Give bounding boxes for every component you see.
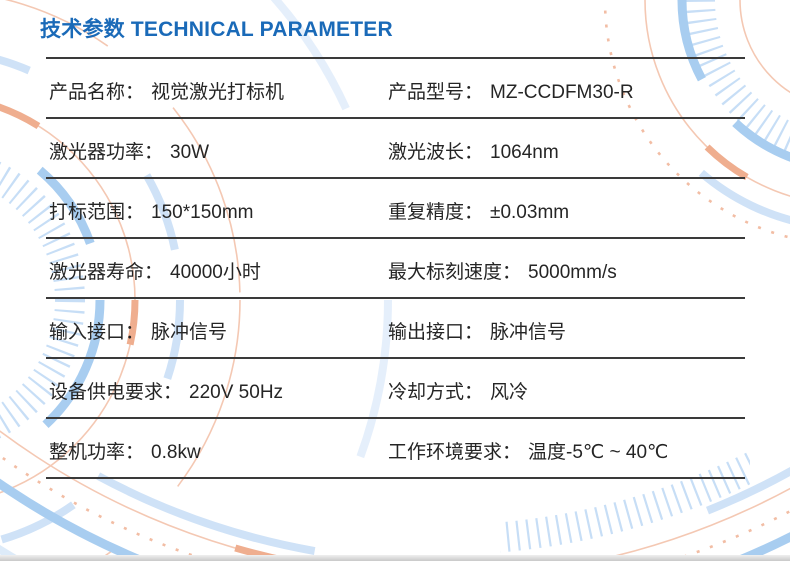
table-row: 产品名称： 视觉激光打标机 产品型号： MZ-CCDFM30-R <box>46 59 745 119</box>
spec-colon: ： <box>144 261 164 283</box>
spec-value: ±0.03mm <box>490 201 570 223</box>
spec-value: 视觉激光打标机 <box>151 81 285 103</box>
spec-value: 40000小时 <box>170 261 261 283</box>
spec-label: 输入接口 <box>49 321 126 343</box>
spec-colon: ： <box>125 201 145 223</box>
spec-colon: ： <box>502 261 522 283</box>
spec-cell-right: 最大标刻速度： 5000mm/s <box>388 257 745 284</box>
spec-label: 打标范围 <box>49 201 126 223</box>
spec-value: 220V 50Hz <box>189 381 284 403</box>
spec-label: 输出接口 <box>388 321 465 343</box>
section-title: 技术参数 TECHNICAL PARAMETER <box>40 18 393 41</box>
spec-label: 工作环境要求 <box>388 441 503 463</box>
spec-label: 最大标刻速度 <box>388 261 503 283</box>
spec-colon: ： <box>125 441 145 463</box>
spec-value: 0.8kw <box>151 441 201 463</box>
spec-cell-left: 打标范围： 150*150mm <box>46 197 388 224</box>
spec-colon: ： <box>144 141 164 163</box>
spec-label: 激光波长 <box>388 141 465 163</box>
spec-cell-right: 激光波长： 1064nm <box>388 137 745 164</box>
spec-colon: ： <box>464 141 484 163</box>
table-row: 输入接口： 脉冲信号 输出接口： 脉冲信号 <box>46 299 745 359</box>
spec-value: 150*150mm <box>151 201 254 223</box>
spec-value: 30W <box>170 141 210 163</box>
spec-colon: ： <box>464 81 484 103</box>
spec-value: 1064nm <box>490 141 559 163</box>
spec-label: 产品名称 <box>49 81 126 103</box>
spec-cell-right: 冷却方式： 风冷 <box>388 377 745 404</box>
spec-cell-left: 激光器寿命： 40000小时 <box>46 257 388 284</box>
spec-colon: ： <box>464 201 484 223</box>
spec-cell-left: 激光器功率： 30W <box>46 137 388 164</box>
spec-cell-left: 产品名称： 视觉激光打标机 <box>46 77 388 104</box>
table-row: 设备供电要求： 220V 50Hz 冷却方式： 风冷 <box>46 359 745 419</box>
table-row: 激光器寿命： 40000小时 最大标刻速度： 5000mm/s <box>46 239 745 299</box>
spec-colon: ： <box>163 381 183 403</box>
spec-table: 产品名称： 视觉激光打标机 产品型号： MZ-CCDFM30-R 激光器功率： 30W… <box>46 57 745 479</box>
spec-cell-right: 产品型号： MZ-CCDFM30-R <box>388 77 745 104</box>
spec-value: 风冷 <box>490 381 529 403</box>
spec-colon: ： <box>125 321 145 343</box>
spec-value: 温度-5℃ ~ 40℃ <box>528 441 669 463</box>
spec-value: 脉冲信号 <box>151 321 228 343</box>
spec-label: 激光器功率 <box>49 141 145 163</box>
spec-label: 产品型号 <box>388 81 465 103</box>
spec-value: 脉冲信号 <box>490 321 567 343</box>
spec-colon: ： <box>502 441 522 463</box>
spec-value: MZ-CCDFM30-R <box>490 81 634 103</box>
spec-cell-left: 输入接口： 脉冲信号 <box>46 317 388 344</box>
spec-colon: ： <box>125 81 145 103</box>
spec-label: 冷却方式 <box>388 381 465 403</box>
section-divider <box>0 555 790 561</box>
spec-cell-left: 设备供电要求： 220V 50Hz <box>46 377 388 404</box>
spec-cell-right: 工作环境要求： 温度-5℃ ~ 40℃ <box>388 437 745 464</box>
spec-cell-left: 整机功率： 0.8kw <box>46 437 388 464</box>
spec-cell-right: 输出接口： 脉冲信号 <box>388 317 745 344</box>
spec-label: 激光器寿命 <box>49 261 145 283</box>
spec-label: 重复精度 <box>388 201 465 223</box>
spec-colon: ： <box>464 321 484 343</box>
table-row: 整机功率： 0.8kw 工作环境要求： 温度-5℃ ~ 40℃ <box>46 419 745 479</box>
table-row: 激光器功率： 30W 激光波长： 1064nm <box>46 119 745 179</box>
spec-label: 设备供电要求 <box>49 381 164 403</box>
table-row: 打标范围： 150*150mm 重复精度： ±0.03mm <box>46 179 745 239</box>
spec-colon: ： <box>464 381 484 403</box>
spec-cell-right: 重复精度： ±0.03mm <box>388 197 745 224</box>
spec-label: 整机功率 <box>49 441 126 463</box>
spec-value: 5000mm/s <box>528 261 617 283</box>
